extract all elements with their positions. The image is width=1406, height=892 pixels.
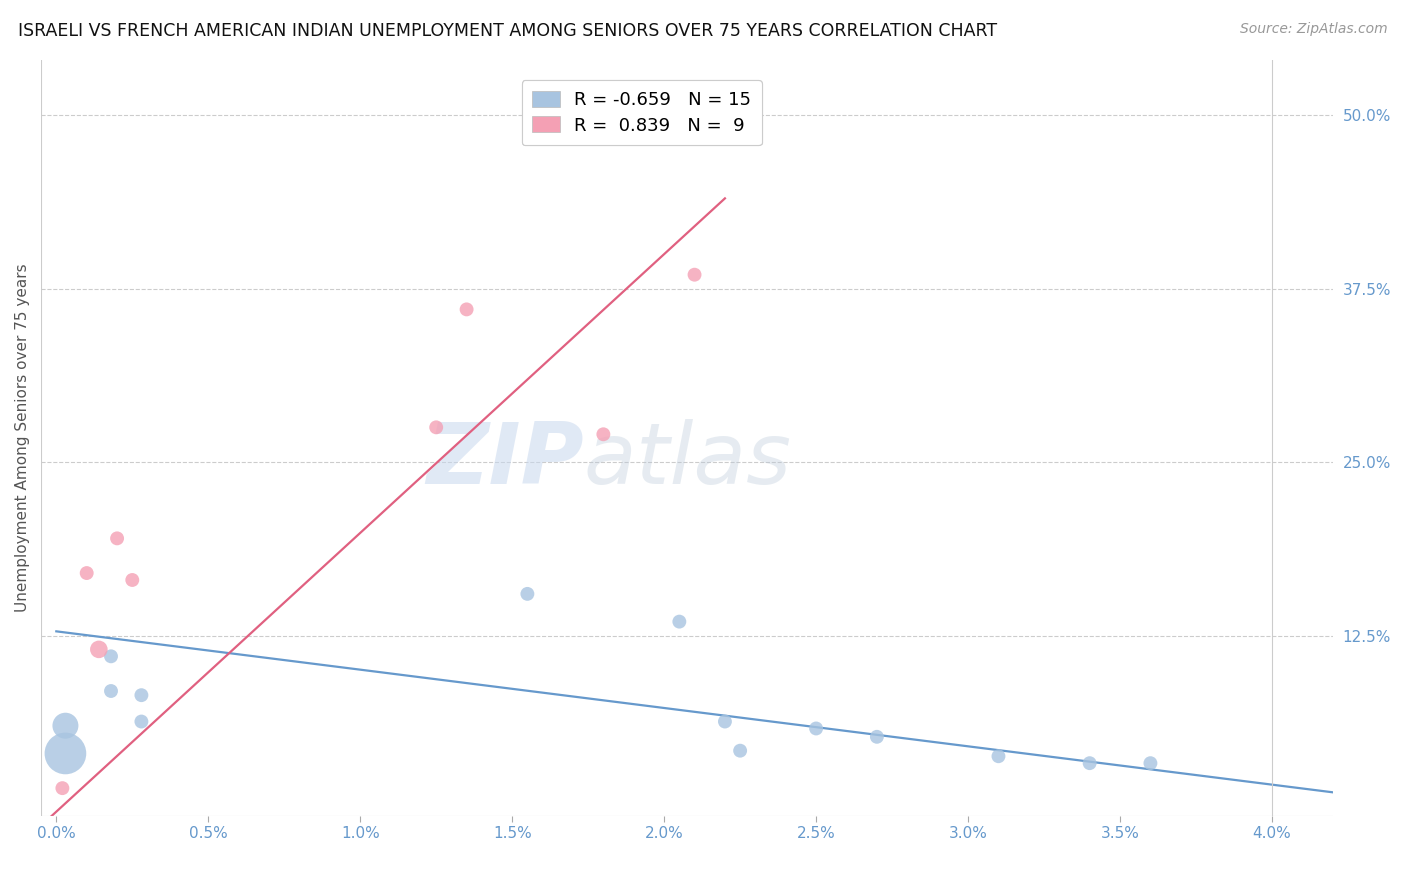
Point xyxy=(55,719,77,733)
Point xyxy=(1078,756,1101,771)
Point xyxy=(105,532,128,546)
Text: ISRAELI VS FRENCH AMERICAN INDIAN UNEMPLOYMENT AMONG SENIORS OVER 75 YEARS CORRE: ISRAELI VS FRENCH AMERICAN INDIAN UNEMPL… xyxy=(18,22,997,40)
Y-axis label: Unemployment Among Seniors over 75 years: Unemployment Among Seniors over 75 years xyxy=(15,263,30,612)
Legend: R = -0.659   N = 15, R =  0.839   N =  9: R = -0.659 N = 15, R = 0.839 N = 9 xyxy=(522,80,762,145)
Point xyxy=(87,642,110,657)
Text: ZIP: ZIP xyxy=(426,419,583,502)
Point xyxy=(425,420,447,434)
Point xyxy=(456,302,478,317)
Text: Source: ZipAtlas.com: Source: ZipAtlas.com xyxy=(1240,22,1388,37)
Point xyxy=(592,427,614,442)
Point xyxy=(866,730,889,744)
Point xyxy=(668,615,690,629)
Point xyxy=(1139,756,1161,771)
Point xyxy=(728,744,751,758)
Point xyxy=(714,714,737,729)
Point xyxy=(100,649,122,664)
Point xyxy=(100,684,122,698)
Point xyxy=(987,749,1010,764)
Point xyxy=(76,566,98,580)
Point xyxy=(131,688,153,702)
Point xyxy=(131,714,153,729)
Point xyxy=(55,747,77,761)
Point xyxy=(516,587,538,601)
Point xyxy=(683,268,706,282)
Point xyxy=(804,722,827,736)
Point xyxy=(51,781,73,796)
Point xyxy=(121,573,143,587)
Text: atlas: atlas xyxy=(583,419,792,502)
